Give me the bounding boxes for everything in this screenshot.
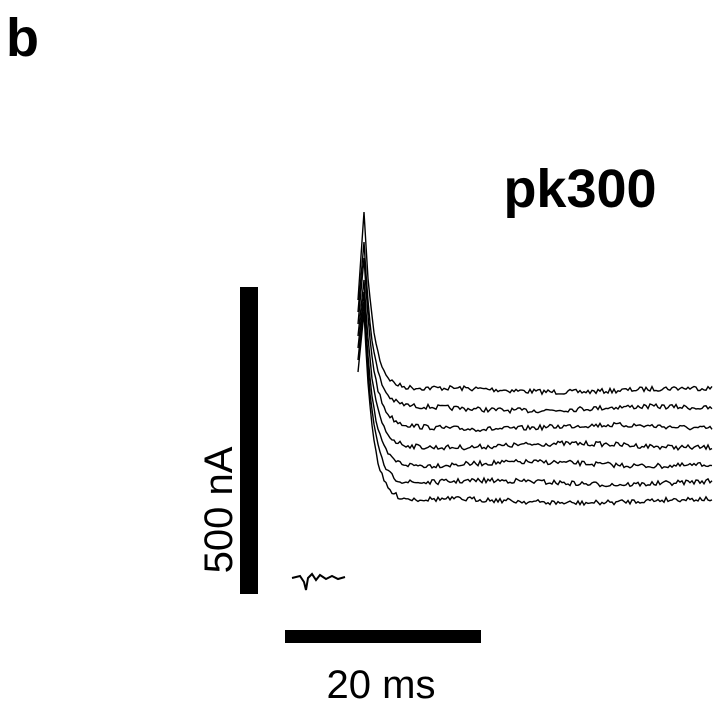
- current-trace: [357, 257, 713, 433]
- current-trace: [357, 241, 713, 415]
- panel-title: pk300: [503, 159, 656, 219]
- horizontal-scale-bar: [285, 630, 481, 643]
- current-trace: [357, 279, 713, 451]
- current-trace: [357, 291, 713, 470]
- current-trace: [357, 311, 713, 507]
- traces: [357, 211, 713, 507]
- current-trace: [357, 301, 713, 488]
- vertical-scale-bar: [240, 287, 258, 594]
- vertical-scale-label: 500 nA: [197, 446, 241, 573]
- current-trace: [357, 211, 713, 396]
- horizontal-scale-label: 20 ms: [327, 663, 436, 707]
- panel-label: b: [6, 8, 39, 68]
- stimulus-artifact: [291, 572, 346, 591]
